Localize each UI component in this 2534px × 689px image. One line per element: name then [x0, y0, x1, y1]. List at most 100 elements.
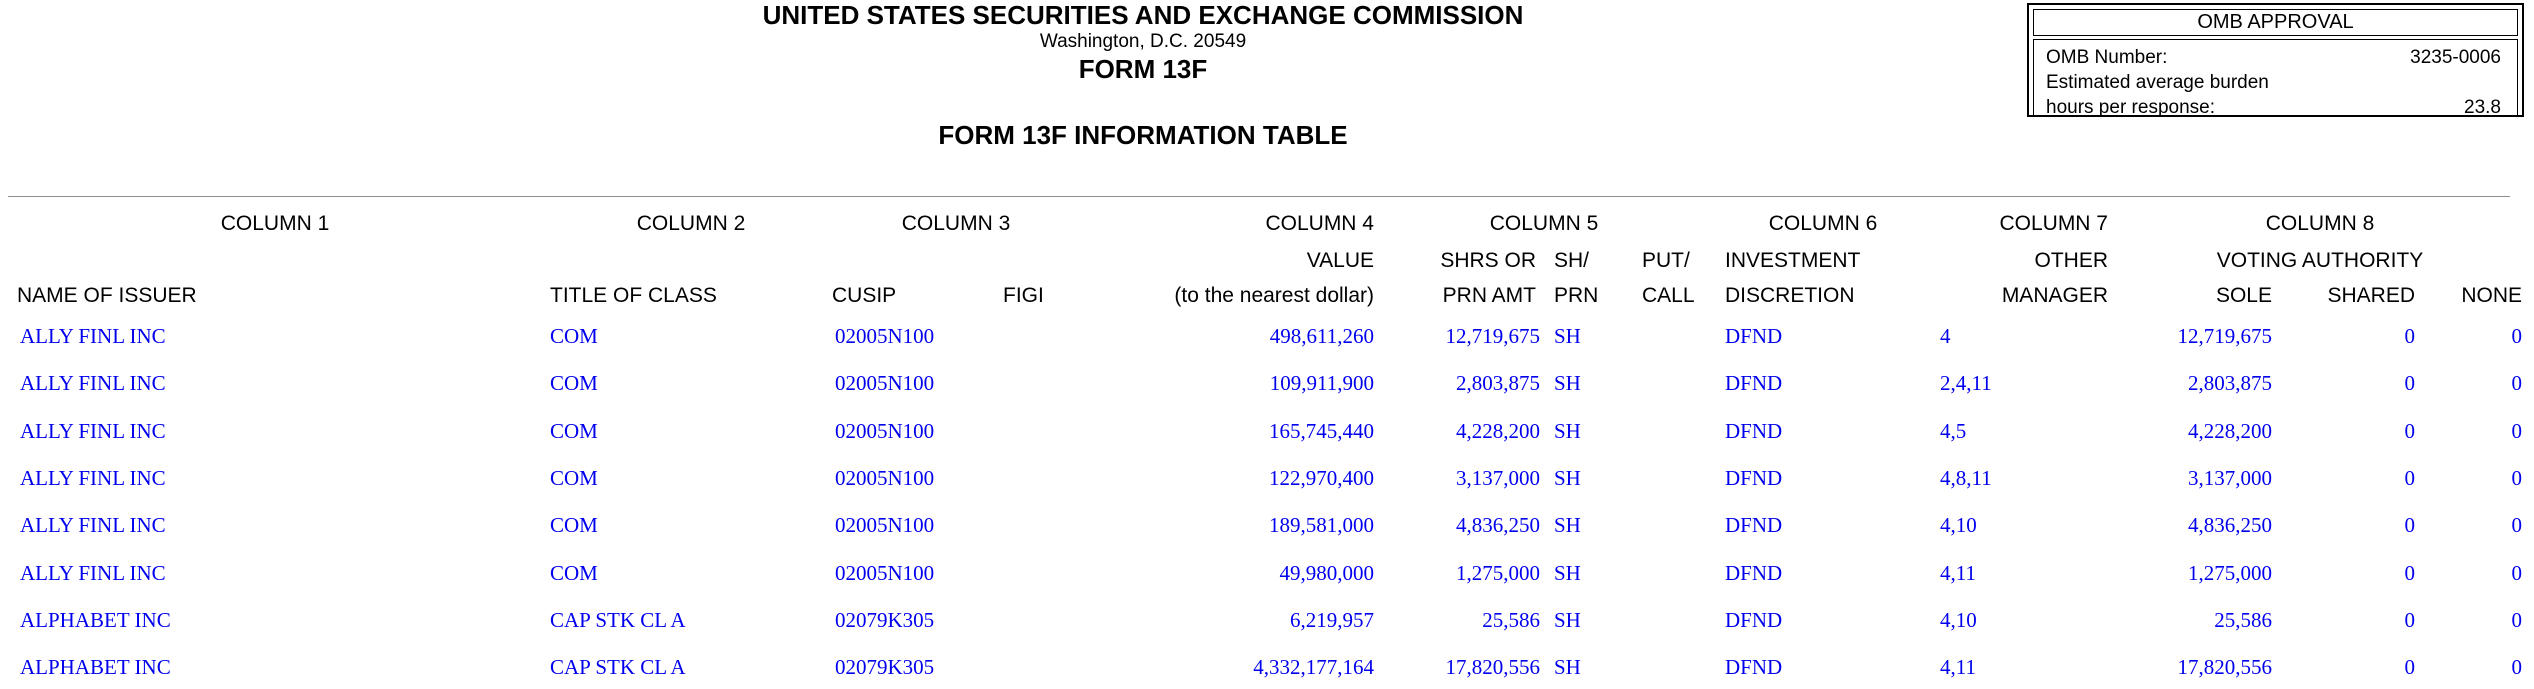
cell-sole: 25,586: [2214, 607, 2272, 632]
column-group-6: COLUMN 6: [1768, 212, 1878, 235]
cell-cusip: 02005N100: [835, 560, 935, 585]
cell-sh-prn: SH: [1554, 655, 1581, 680]
omb-number-label: OMB Number:: [2046, 47, 2168, 68]
header-title-of-class: TITLE OF CLASS: [550, 283, 717, 307]
cell-figi: [1003, 455, 1080, 502]
cell-figi: [1003, 360, 1080, 407]
cell-cusip: 02005N100: [835, 324, 935, 349]
header-putcall-line1: PUT/: [1642, 248, 1690, 272]
header-other-manager-line1: OTHER: [2034, 248, 2109, 272]
cell-value: 109,911,900: [1269, 371, 1374, 396]
cell-other-manager: 4,11: [1940, 655, 1976, 680]
table-top-rule: [8, 196, 2510, 197]
column-group-4: COLUMN 4: [1265, 212, 1374, 235]
header-discretion-line1: INVESTMENT: [1725, 248, 1861, 272]
cell-put-call: [1627, 597, 1714, 644]
cell-shrs-or-prn-amt: 25,586: [1482, 607, 1540, 632]
omb-approval-content: OMB Number: 3235-0006 Estimated average …: [2033, 39, 2518, 118]
cell-put-call: [1627, 455, 1714, 502]
cell-discretion: DFND: [1725, 371, 1783, 396]
cell-other-manager: 4,10: [1940, 513, 1977, 538]
cell-none: 0: [2511, 418, 2523, 443]
cell-class: COM: [550, 466, 598, 491]
cell-other-manager: 4: [1940, 324, 1951, 349]
table-header: COLUMN 1 COLUMN 2 COLUMN 3 COLUMN 4 COLU…: [0, 205, 2528, 313]
cell-shrs-or-prn-amt: 1,275,000: [1456, 560, 1540, 585]
cell-put-call: [1627, 502, 1714, 549]
cell-other-manager: 4,8,11: [1940, 466, 1992, 491]
omb-burden-label-1: Estimated average burden: [2046, 72, 2269, 93]
header-name-of-issuer: NAME OF ISSUER: [17, 283, 197, 307]
cell-cusip: 02005N100: [835, 466, 935, 491]
cell-sole: 12,719,675: [2177, 324, 2273, 349]
cell-discretion: DFND: [1725, 607, 1783, 632]
cell-shared: 0: [2404, 371, 2416, 396]
cell-none: 0: [2511, 655, 2523, 680]
cell-none: 0: [2511, 560, 2523, 585]
cell-none: 0: [2511, 371, 2523, 396]
agency-title: UNITED STATES SECURITIES AND EXCHANGE CO…: [762, 0, 1524, 30]
cell-sole: 4,836,250: [2188, 513, 2272, 538]
cell-figi: [1003, 313, 1080, 360]
header-value-line2: (to the nearest dollar): [1174, 283, 1374, 307]
cell-cusip: 02005N100: [835, 513, 935, 538]
header-shared: SHARED: [2327, 283, 2415, 307]
page-heading: UNITED STATES SECURITIES AND EXCHANGE CO…: [0, 0, 2286, 150]
column-group-8: COLUMN 8: [2265, 212, 2375, 235]
cell-put-call: [1627, 644, 1714, 689]
cell-sh-prn: SH: [1554, 513, 1581, 538]
cell-value: 498,611,260: [1269, 324, 1374, 349]
cell-sole: 3,137,000: [2188, 466, 2272, 491]
cell-other-manager: 4,5: [1940, 418, 1967, 443]
cell-class: CAP STK CL A: [550, 607, 686, 632]
cell-shared: 0: [2404, 607, 2416, 632]
cell-shared: 0: [2404, 513, 2416, 538]
page-title: FORM 13F INFORMATION TABLE: [938, 120, 1348, 150]
cell-other-manager: 2,4,11: [1940, 371, 1992, 396]
column-group-7: COLUMN 7: [1999, 212, 2108, 235]
omb-burden-line-1: Estimated average burden: [2046, 70, 2501, 95]
header-figi: FIGI: [1003, 283, 1044, 307]
cell-sh-prn: SH: [1554, 418, 1581, 443]
cell-class: CAP STK CL A: [550, 655, 686, 680]
cell-figi: [1003, 644, 1080, 689]
cell-discretion: DFND: [1725, 560, 1783, 585]
column-group-3: COLUMN 3: [901, 212, 1011, 235]
omb-approval-box: OMB APPROVAL OMB Number: 3235-0006 Estim…: [2027, 3, 2524, 118]
cell-shared: 0: [2404, 466, 2416, 491]
cell-issuer: ALLY FINL INC: [20, 513, 166, 538]
cell-discretion: DFND: [1725, 466, 1783, 491]
cell-sole: 17,820,556: [2177, 655, 2273, 680]
omb-burden-value: 23.8: [2464, 97, 2501, 118]
cell-figi: [1003, 597, 1080, 644]
cell-sh-prn: SH: [1554, 324, 1581, 349]
cell-put-call: [1627, 360, 1714, 407]
cell-cusip: 02079K305: [835, 655, 935, 680]
omb-number-line: OMB Number: 3235-0006: [2046, 45, 2501, 70]
cell-shared: 0: [2404, 418, 2416, 443]
cell-value: 49,980,000: [1279, 560, 1375, 585]
header-none: NONE: [2461, 283, 2522, 307]
cell-issuer: ALPHABET INC: [20, 655, 171, 680]
cell-shrs-or-prn-amt: 4,228,200: [1456, 418, 1540, 443]
cell-issuer: ALLY FINL INC: [20, 418, 166, 443]
cell-value: 6,219,957: [1290, 607, 1374, 632]
header-shrs-line2: PRN AMT: [1442, 283, 1536, 307]
cell-sh-prn: SH: [1554, 560, 1581, 585]
cell-sole: 1,275,000: [2188, 560, 2272, 585]
form-name: FORM 13F: [1078, 54, 1208, 84]
header-putcall-line2: CALL: [1642, 283, 1695, 307]
cell-sole: 2,803,875: [2188, 371, 2272, 396]
header-value-line1: VALUE: [1306, 248, 1374, 272]
cell-cusip: 02005N100: [835, 371, 935, 396]
header-voting-authority: VOTING AUTHORITY: [2216, 248, 2424, 272]
cell-other-manager: 4,10: [1940, 607, 1977, 632]
cell-value: 4,332,177,164: [1253, 655, 1374, 680]
cell-figi: [1003, 408, 1080, 455]
cell-put-call: [1627, 408, 1714, 455]
cell-issuer: ALLY FINL INC: [20, 560, 166, 585]
cell-none: 0: [2511, 607, 2523, 632]
cell-class: COM: [550, 371, 598, 396]
cell-other-manager: 4,11: [1940, 560, 1976, 585]
column-group-2: COLUMN 2: [636, 212, 746, 235]
